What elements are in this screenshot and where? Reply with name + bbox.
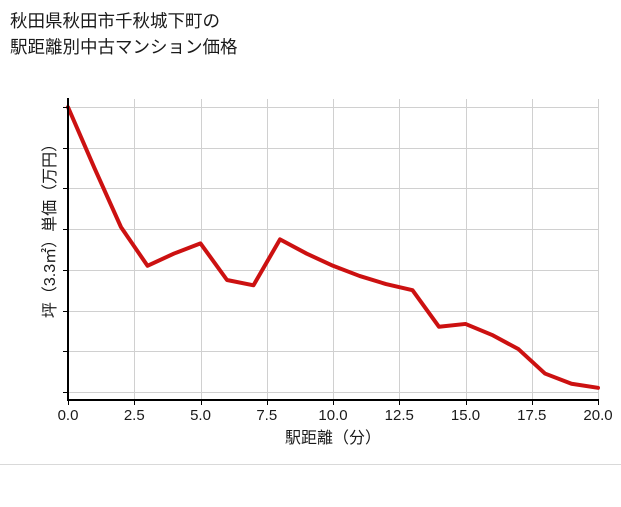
y-tick-mark <box>63 310 68 312</box>
price-line <box>66 105 600 390</box>
gridline-vertical <box>333 99 334 400</box>
x-tick-label: 12.5 <box>384 407 414 424</box>
x-tick-label: 7.5 <box>256 407 278 424</box>
y-axis-spine <box>67 98 69 401</box>
x-tick-mark <box>399 400 401 405</box>
x-tick-mark <box>266 400 268 405</box>
y-tick-mark <box>63 351 68 353</box>
line-series-chart <box>66 105 600 390</box>
x-tick-mark <box>598 400 599 405</box>
gridline-vertical <box>465 99 467 400</box>
x-tick-mark <box>134 400 136 405</box>
y-tick-mark <box>63 391 68 393</box>
y-tick-mark <box>63 107 68 109</box>
x-tick-mark <box>68 400 69 405</box>
y-tick-mark <box>63 147 68 149</box>
gridline-vertical <box>200 99 202 400</box>
gridline-vertical <box>266 99 268 400</box>
y-tick-mark <box>63 269 68 271</box>
x-tick-label: 17.5 <box>517 407 547 424</box>
y-tick-mark <box>63 188 68 190</box>
x-tick-label: 10.0 <box>318 407 348 424</box>
x-tick-label: 15.0 <box>450 407 481 424</box>
x-axis-label: 駅距離（分） <box>284 430 381 447</box>
plot-wrapper: 5253545556575859 0.02.55.07.510.012.515.… <box>58 98 613 424</box>
x-tick-label: 0.0 <box>57 407 79 424</box>
gridline-vertical <box>598 99 599 400</box>
gridline-vertical <box>531 99 533 400</box>
x-tick-mark <box>531 400 533 405</box>
x-tick-label: 20.0 <box>583 407 613 424</box>
y-tick-mark <box>63 229 68 231</box>
gridline-vertical <box>399 99 401 400</box>
x-tick-mark <box>333 400 334 405</box>
chart-title: 秋田県秋田市千秋城下町の 駅距離別中古マンション価格 <box>10 11 238 57</box>
plot-area: 5253545556575859 0.02.55.07.510.012.515.… <box>58 98 613 424</box>
chart-figure: 秋田県秋田市千秋城下町の 駅距離別中古マンション価格 5253545556575… <box>0 11 621 465</box>
y-axis-label: 坪（3.3㎡）単価（万円） <box>42 135 59 319</box>
x-tick-mark <box>465 400 467 405</box>
x-tick-label: 2.5 <box>123 407 145 424</box>
x-tick-label: 5.0 <box>190 407 211 424</box>
x-tick-mark <box>200 400 202 405</box>
